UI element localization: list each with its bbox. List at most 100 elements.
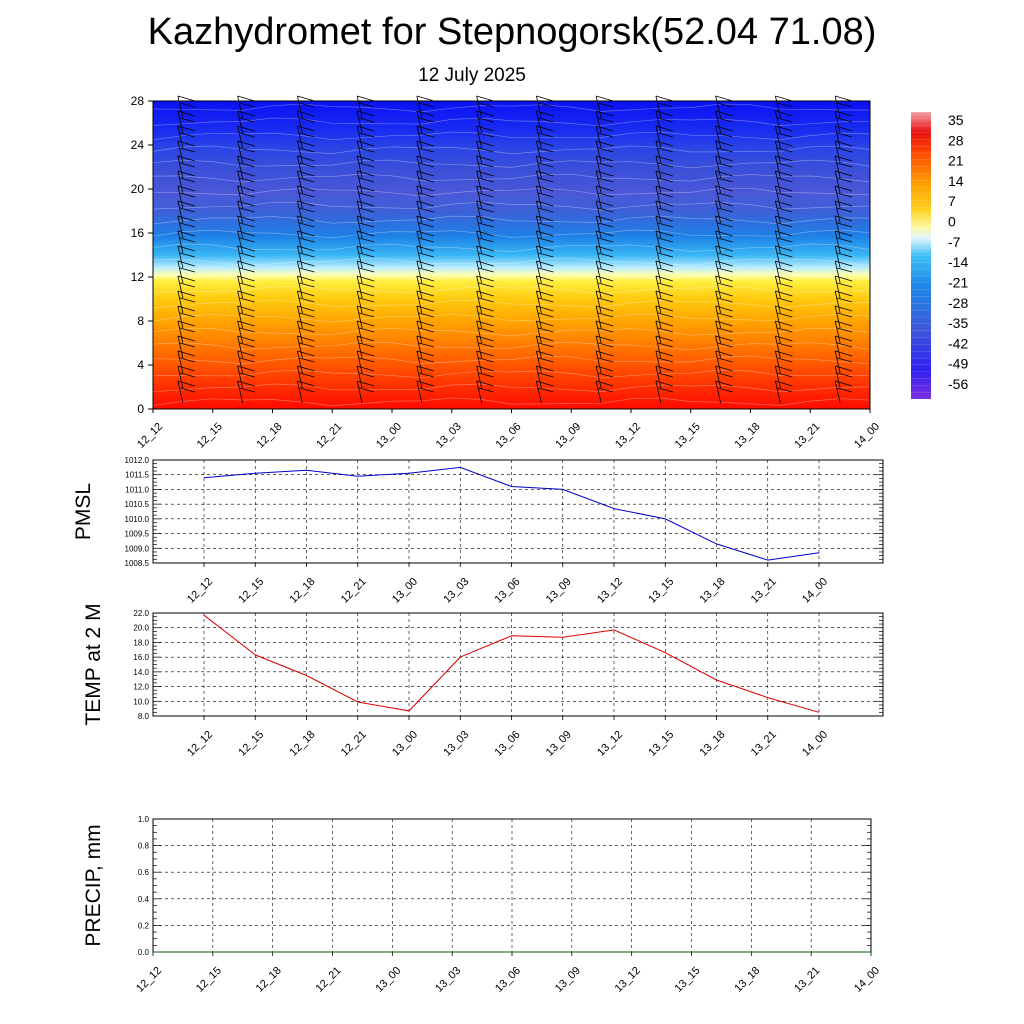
barb-flag (416, 320, 434, 327)
barb-flag (717, 327, 733, 333)
barb-flag (775, 335, 793, 342)
barb-staff (416, 140, 423, 164)
barb-staff (774, 95, 781, 119)
barb-flag (835, 245, 853, 252)
wind-barb (774, 185, 793, 209)
wind-barb (535, 230, 554, 254)
wind-barb (296, 215, 315, 239)
wind-barb (655, 110, 673, 134)
wind-barb (237, 230, 255, 254)
barb-flag (237, 95, 255, 102)
profile-xtick-label: 12_21 (314, 421, 344, 451)
barb-flag (837, 312, 853, 318)
barb-flag (299, 177, 315, 183)
barb-staff (237, 245, 244, 269)
barb-flag (416, 170, 434, 177)
barb-flag (598, 132, 614, 138)
barb-staff (595, 230, 602, 254)
barb-flag (775, 155, 793, 162)
barb-flag (476, 185, 494, 192)
barb-flag (478, 222, 494, 228)
profile-xtick-label: 13_21 (792, 421, 822, 451)
barb-staff (416, 290, 423, 314)
contour-line (152, 159, 871, 169)
barb-staff (655, 185, 662, 209)
barb-flag (536, 185, 554, 192)
wind-barb (237, 275, 255, 299)
wind-barb (237, 305, 255, 329)
barb-flag (596, 125, 614, 132)
xtick-label: 13_18 (732, 965, 762, 995)
barb-staff (715, 350, 722, 374)
xtick-label: 13_09 (553, 965, 583, 995)
barb-flag (299, 372, 315, 378)
barb-flag (359, 162, 375, 168)
barb-flag (655, 305, 673, 312)
barb-staff (356, 305, 363, 329)
barb-flag (596, 170, 614, 177)
barb-flag (237, 350, 255, 357)
barb-flag (717, 237, 733, 243)
barb-flag (177, 335, 195, 342)
profile-ytick-label: 8 (137, 314, 144, 328)
barb-flag (177, 260, 195, 267)
barb-flag (715, 215, 733, 222)
barb-flag (418, 252, 434, 258)
barb-flag (657, 267, 673, 273)
barb-flag (775, 380, 793, 387)
xtick-label: 12_12 (134, 965, 164, 995)
barb-flag (177, 230, 195, 237)
barb-flag (536, 140, 554, 147)
barb-staff (356, 290, 363, 314)
barb-flag (596, 305, 614, 312)
barb-flag (297, 335, 315, 342)
barb-flag (835, 320, 853, 327)
wind-barb (177, 215, 195, 239)
barb-flag (536, 95, 554, 102)
wind-barb (476, 350, 494, 374)
wind-barb (595, 230, 614, 254)
profile-xtick-label: 13_12 (613, 421, 643, 451)
barb-flag (177, 245, 195, 252)
barb-flag (237, 110, 255, 117)
xtick-label: 12_21 (314, 965, 344, 995)
contour-line (152, 369, 870, 379)
barb-staff (774, 380, 781, 404)
wind-barb (595, 155, 614, 179)
barb-flag (177, 125, 195, 132)
profile-xtick-label: 13_06 (494, 421, 524, 451)
xtick-label: 12_18 (254, 965, 284, 995)
barb-flag (478, 237, 494, 243)
colorbar-label: -56 (948, 376, 968, 392)
xtick-label: 13_21 (749, 729, 779, 759)
barb-staff (476, 125, 483, 149)
barb-flag (775, 350, 793, 357)
barb-flag (655, 230, 673, 237)
wind-barb (595, 245, 614, 269)
wind-barb (774, 140, 793, 164)
barb-staff (296, 110, 303, 134)
barb-staff (356, 170, 363, 194)
wind-barb (416, 275, 434, 299)
barb-flag (715, 290, 733, 297)
wind-barb (774, 125, 793, 149)
barb-flag (359, 207, 375, 213)
barb-flag (357, 335, 375, 342)
wind-barb (834, 110, 853, 134)
barb-staff (356, 335, 363, 359)
barb-flag (837, 162, 853, 168)
profile-xtick-label: 12_15 (195, 421, 225, 451)
barb-flag (179, 312, 195, 318)
barb-flag (655, 380, 673, 387)
barb-flag (715, 95, 733, 102)
barb-staff (356, 380, 363, 404)
wind-barb (834, 200, 853, 224)
barb-flag (418, 282, 434, 288)
barb-staff (416, 275, 423, 299)
barb-staff (774, 245, 781, 269)
barb-flag (715, 110, 733, 117)
barb-flag (297, 290, 315, 297)
profile-ytick-label: 0 (137, 402, 144, 416)
wind-barb (177, 110, 195, 134)
barb-staff (177, 305, 184, 329)
